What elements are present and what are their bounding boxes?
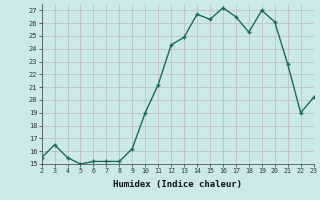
X-axis label: Humidex (Indice chaleur): Humidex (Indice chaleur) <box>113 180 242 189</box>
